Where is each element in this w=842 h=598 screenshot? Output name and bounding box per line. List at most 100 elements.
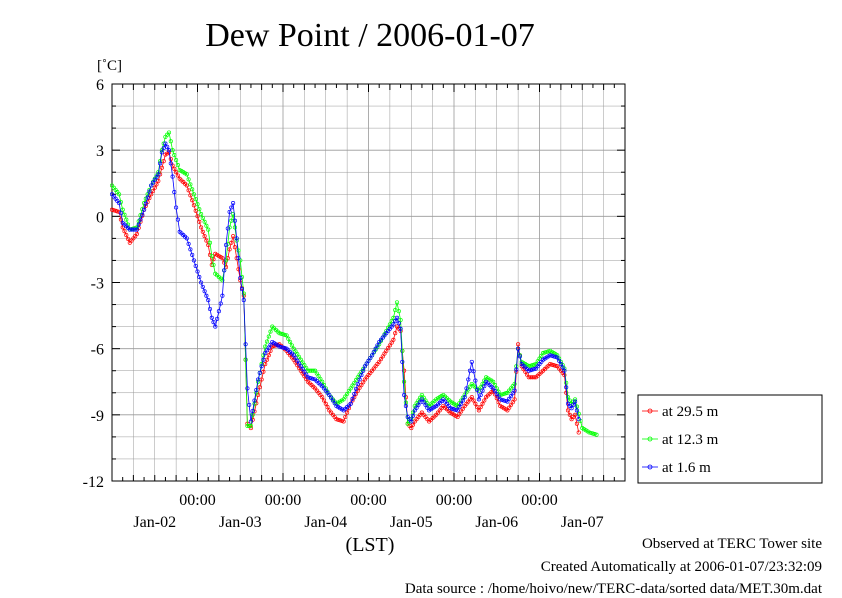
series-point <box>223 242 229 248</box>
series-point <box>280 345 286 350</box>
series-point <box>190 198 195 203</box>
series-point <box>409 426 414 431</box>
series-point <box>492 383 498 388</box>
series-point <box>154 182 159 187</box>
x-date-label: Jan-05 <box>390 514 433 531</box>
series-point <box>250 408 255 414</box>
series-point <box>320 379 325 384</box>
series-point <box>202 289 207 294</box>
series-point <box>348 401 353 406</box>
series-point <box>548 353 553 358</box>
series-point <box>232 245 237 250</box>
series-point <box>557 358 562 363</box>
series-point <box>311 368 316 373</box>
series-point <box>337 418 343 423</box>
series-point <box>323 401 328 406</box>
series-point <box>298 364 303 369</box>
series-point <box>280 332 286 337</box>
series-point <box>206 298 211 303</box>
series-point <box>168 139 173 144</box>
series-point <box>396 309 401 314</box>
series-point <box>199 212 204 217</box>
series-point <box>248 423 253 428</box>
series-point <box>193 263 198 269</box>
series-point <box>174 170 179 175</box>
series-point <box>345 410 350 415</box>
series-point <box>587 430 592 435</box>
series-point <box>507 396 512 401</box>
series-point <box>199 225 204 230</box>
series-point <box>510 400 515 405</box>
series-point <box>370 353 375 358</box>
series-point <box>576 417 581 422</box>
series-point <box>227 247 232 252</box>
series-point <box>241 291 246 296</box>
series-point <box>457 405 462 410</box>
series-point <box>282 332 287 337</box>
series-point <box>204 293 209 298</box>
series-point <box>387 343 392 348</box>
series-point <box>293 355 298 361</box>
series-point <box>551 354 556 359</box>
series-point <box>213 324 218 329</box>
series-point <box>305 375 310 380</box>
series-point <box>266 334 271 339</box>
series-point <box>491 379 496 384</box>
series-point <box>195 269 200 274</box>
legend-label: at 29.5 m <box>662 404 719 420</box>
series-point <box>186 177 191 182</box>
series-point <box>473 378 478 383</box>
series-point <box>573 412 578 417</box>
series-point <box>364 361 369 366</box>
series-point <box>425 405 430 410</box>
series-point <box>156 178 161 184</box>
series-point <box>325 405 330 410</box>
series-point <box>359 383 364 388</box>
series-point <box>558 362 563 367</box>
series-point <box>284 333 289 338</box>
series-point <box>136 222 141 227</box>
series-point <box>288 339 293 345</box>
series-point <box>216 309 221 314</box>
series-point <box>257 370 262 375</box>
series-point <box>482 398 487 403</box>
series-point <box>516 346 521 351</box>
series-point <box>291 353 296 358</box>
y-tick-label: -9 <box>91 408 104 425</box>
series-point <box>207 306 213 312</box>
series-point <box>346 389 351 394</box>
series-point <box>576 411 581 416</box>
series-point <box>391 322 396 327</box>
y-tick-label: -12 <box>83 474 104 491</box>
series-point <box>300 360 305 365</box>
series-point <box>453 407 458 412</box>
series-point <box>459 401 464 406</box>
series-point <box>378 357 384 362</box>
series-point <box>409 419 414 424</box>
series-point <box>564 390 569 395</box>
series-point <box>508 402 514 407</box>
series-point <box>574 421 579 426</box>
series-point <box>321 398 327 403</box>
x-date-label: Jan-06 <box>475 514 518 531</box>
series-point <box>172 166 177 171</box>
series-point <box>501 398 506 403</box>
series-point <box>172 190 177 195</box>
series-point <box>549 362 555 367</box>
series-point <box>241 298 246 303</box>
series-point <box>152 185 157 190</box>
series-point <box>419 397 424 402</box>
series-point <box>174 158 179 163</box>
series-point <box>567 398 572 403</box>
series-point <box>553 354 558 359</box>
series-point <box>450 406 455 411</box>
series-point <box>343 394 348 399</box>
series-point <box>204 223 209 228</box>
series-point <box>590 431 595 436</box>
series-point <box>398 317 403 323</box>
series-point <box>400 348 405 353</box>
series-point <box>111 208 116 213</box>
series-point <box>218 301 223 306</box>
series-point <box>500 397 505 402</box>
